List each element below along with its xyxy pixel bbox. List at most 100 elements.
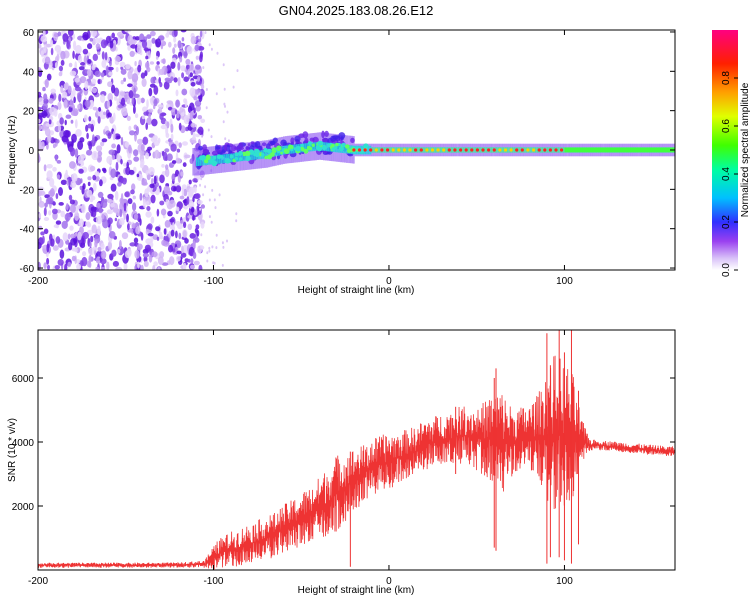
noise-speckle (64, 263, 68, 270)
noise-speckle (165, 164, 169, 170)
ridge-max (380, 148, 384, 152)
noise-speckle (84, 100, 91, 108)
noise-speckle (59, 117, 64, 125)
noise-speckle (103, 198, 108, 203)
ridge-peak (295, 145, 302, 152)
noise-speckle (187, 214, 194, 219)
noise-speckle (111, 143, 116, 149)
noise-speckle (86, 189, 93, 198)
noise-speckle (49, 188, 55, 197)
ridge-blob (239, 146, 244, 150)
noise-speckle (179, 195, 185, 200)
noise-speckle (78, 66, 85, 71)
noise-speckle (235, 219, 238, 223)
noise-speckle (134, 61, 137, 67)
noise-speckle (108, 71, 113, 76)
y-tick-label: -40 (20, 225, 35, 236)
noise-speckle (44, 127, 51, 137)
ridge-peak (345, 144, 350, 149)
noise-speckle (140, 72, 146, 79)
noise-speckle (77, 155, 84, 164)
noise-speckle (119, 217, 125, 226)
noise-speckle (60, 85, 64, 94)
noise-speckle (82, 231, 89, 240)
ridge-peak (331, 147, 336, 151)
noise-speckle (215, 246, 218, 250)
noise-speckle (133, 87, 136, 97)
ridge-peak (341, 142, 346, 148)
noise-speckle (145, 211, 152, 218)
noise-speckle (57, 101, 62, 111)
noise-speckle (200, 118, 206, 124)
noise-speckle (57, 31, 62, 37)
ridge-core (531, 147, 533, 153)
ridge-core (417, 147, 419, 153)
noise-speckle (111, 84, 116, 94)
noise-speckle (128, 144, 132, 154)
noise-speckle (176, 250, 182, 255)
noise-speckle (116, 144, 121, 154)
noise-speckle (197, 115, 203, 120)
noise-speckle (193, 186, 197, 194)
noise-speckle (97, 150, 103, 157)
noise-speckle (195, 64, 201, 70)
noise-speckle (151, 251, 158, 258)
noise-speckle (111, 32, 115, 39)
noise-speckle (124, 141, 130, 148)
noise-speckle (195, 133, 200, 138)
noise-speckle (63, 83, 68, 90)
noise-speckle (116, 31, 124, 37)
ridge-blob (280, 139, 287, 147)
snr-frame (37, 329, 676, 571)
noise-speckle (96, 145, 103, 152)
ridge-max (357, 148, 362, 152)
noise-speckle (185, 58, 191, 66)
ridge-max (397, 148, 401, 152)
x-tick-label: -200 (28, 276, 48, 287)
noise-speckle (136, 173, 140, 178)
noise-speckle (107, 66, 114, 71)
noise-speckle (95, 175, 100, 182)
ridge-max (386, 148, 390, 152)
snr-ticks: -200 -100 0 100 2000 4000 6000 (12, 330, 675, 587)
noise-speckle (184, 238, 189, 244)
ridge-max (532, 148, 536, 152)
noise-speckle (98, 206, 103, 214)
noise-speckle (113, 96, 118, 101)
noise-speckle (131, 96, 135, 105)
noise-speckle (179, 56, 183, 63)
noise-speckle (180, 112, 185, 117)
noise-speckle (129, 50, 135, 58)
ridge-core (304, 143, 307, 152)
noise-speckle (38, 213, 42, 219)
noise-speckle (192, 196, 195, 203)
noise-speckle (143, 111, 149, 116)
noise-speckle (145, 152, 150, 160)
ridge-max (369, 148, 373, 152)
noise-speckle (73, 40, 77, 51)
noise-speckle (117, 249, 121, 254)
noise-speckle (181, 187, 185, 197)
noise-speckle (58, 71, 63, 77)
noise-speckle (43, 262, 47, 269)
ridge-core (394, 147, 396, 153)
ridge-blob (230, 161, 236, 165)
noise-speckle (91, 150, 99, 161)
x-tick-label: 0 (386, 576, 392, 587)
noise-speckle (143, 256, 148, 263)
noise-speckle (139, 193, 143, 201)
ridge-core (218, 154, 221, 164)
ridge-core (243, 152, 245, 161)
ridge-peak (254, 152, 260, 158)
ridge-max (408, 148, 412, 152)
noise-speckle (55, 154, 58, 162)
noise-speckle (83, 55, 87, 65)
ridge-max (498, 148, 502, 152)
noise-speckle (100, 114, 106, 120)
ridge-max (352, 148, 356, 152)
noise-speckle (94, 240, 98, 248)
ridge-peak (234, 156, 239, 161)
noise-speckle (74, 77, 80, 83)
noise-speckle (187, 223, 193, 230)
noise-speckle (79, 185, 83, 190)
